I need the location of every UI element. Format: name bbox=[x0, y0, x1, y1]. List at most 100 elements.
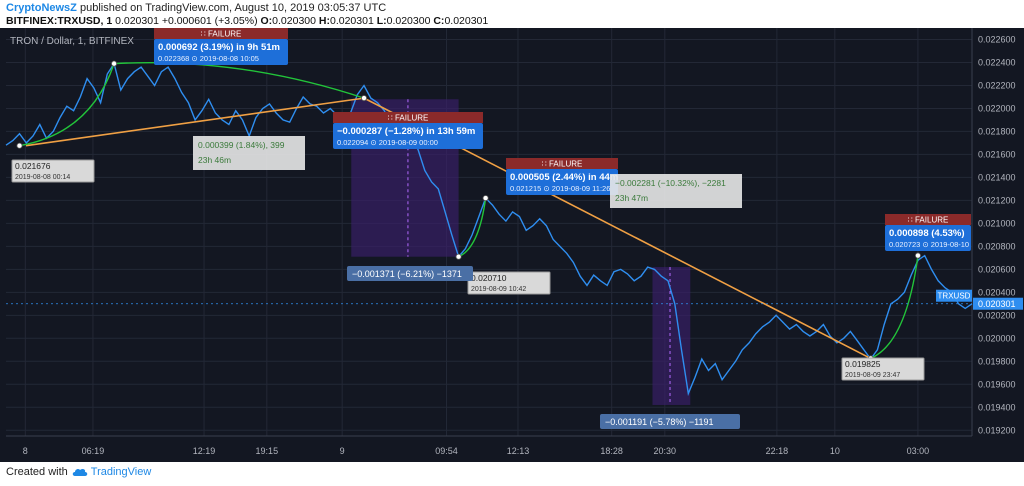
chart-background bbox=[0, 28, 1024, 462]
open-label: O: bbox=[260, 15, 273, 27]
stat-callout-line1: 0.000692 (3.19%) in 9h 51m bbox=[158, 42, 280, 53]
x-tick-label: 10 bbox=[830, 446, 840, 456]
measure-line2: 23h 46m bbox=[198, 155, 231, 165]
price-chart[interactable]: 0.022600 0.022400 0.022200 0.022000 0.021800… bbox=[0, 28, 1024, 462]
failure-badge bbox=[154, 28, 288, 39]
publish-header: CryptoNewsZ published on TradingView.com… bbox=[6, 2, 386, 14]
point-label-box bbox=[467, 271, 551, 295]
stat-callout-line1: 0.000898 (4.53%) bbox=[889, 228, 965, 239]
high-value: 0.020301 bbox=[329, 15, 374, 27]
chart-title: TRON / Dollar, 1, BITFINEX bbox=[10, 36, 134, 47]
ohlc-header: BITFINEX:TRXUSD, 1 0.020301 +0.000601 (+… bbox=[6, 15, 488, 27]
y-tick-label: 0.021000 bbox=[978, 218, 1016, 228]
measure-line1: −0.002281 (−10.32%), −2281 bbox=[615, 178, 726, 188]
x-tick-label: 03:00 bbox=[907, 446, 930, 456]
symbol-label: BITFINEX:TRXUSD, 1 bbox=[6, 15, 113, 27]
chart-area[interactable]: 0.022600 0.022400 0.022200 0.022000 0.021800… bbox=[0, 28, 1024, 462]
last-price-value: 0.020301 bbox=[978, 299, 1016, 309]
y-tick-label: 0.019600 bbox=[978, 379, 1016, 389]
point-label-box bbox=[841, 357, 925, 381]
y-tick-label: 0.020000 bbox=[978, 333, 1016, 343]
stat-callout-box bbox=[885, 225, 971, 251]
measure-box bbox=[193, 136, 305, 170]
change-value: +0.000601 (+3.05%) bbox=[161, 15, 258, 27]
pivot-marker bbox=[111, 60, 118, 67]
low-label: L: bbox=[376, 15, 387, 27]
y-tick-label: 0.020400 bbox=[978, 287, 1016, 297]
x-tick-label: 22:18 bbox=[766, 446, 789, 456]
x-tick-label: 9 bbox=[340, 446, 345, 456]
stat-callout-line1: 0.000505 (2.44%) in 44m bbox=[510, 172, 618, 183]
failure-badge bbox=[885, 214, 971, 225]
point-label-time: 2019-08-09 10:42 bbox=[471, 286, 526, 293]
failure-badge bbox=[333, 112, 483, 123]
last-price-tag bbox=[973, 297, 1023, 310]
x-tick-label: 20:30 bbox=[654, 446, 677, 456]
failure-badge-label: ∷ FAILURE bbox=[201, 30, 242, 39]
close-label: C: bbox=[433, 15, 445, 27]
range-label-box bbox=[347, 266, 473, 281]
stat-callout-line1: −0.000287 (−1.28%) in 13h 59m bbox=[337, 126, 475, 137]
x-tick-label: 19:15 bbox=[256, 446, 279, 456]
brand-name[interactable]: CryptoNewsZ bbox=[6, 2, 77, 14]
y-tick-label: 0.021600 bbox=[978, 149, 1016, 159]
y-tick-label: 0.020600 bbox=[978, 264, 1016, 274]
stat-callout-line2: 0.020723 ⊙ 2019-08-10 bbox=[889, 240, 969, 249]
tradingview-brand[interactable]: TradingView bbox=[90, 466, 152, 478]
price-line bbox=[5, 61, 973, 397]
measure-line1: 0.000399 (1.84%), 399 bbox=[198, 140, 285, 150]
close-value: 0.020301 bbox=[444, 15, 489, 27]
gain-arc-3 bbox=[458, 198, 487, 258]
y-tick-label: 0.019200 bbox=[978, 425, 1016, 435]
failure-badge bbox=[506, 158, 618, 169]
pivot-marker bbox=[361, 95, 368, 102]
y-tick-label: 0.022000 bbox=[978, 103, 1016, 113]
range-label: −0.001371 (−6.21%) −1371 bbox=[352, 269, 462, 279]
point-label-value: 0.019825 bbox=[845, 359, 881, 369]
stat-callout-line2: 0.022368 ⊙ 2019-08-08 10:05 bbox=[158, 54, 259, 63]
pivot-marker bbox=[455, 253, 462, 260]
y-tick-label: 0.019400 bbox=[978, 402, 1016, 412]
x-tick-label: 09:54 bbox=[435, 446, 458, 456]
gain-arc-4 bbox=[870, 255, 919, 360]
pivot-marker bbox=[16, 142, 23, 149]
measure-line2: 23h 47m bbox=[615, 193, 648, 203]
stat-callout-line2: 0.021215 ⊙ 2019-08-09 11:26 bbox=[510, 184, 610, 193]
open-value: 0.020300 bbox=[272, 15, 316, 27]
stat-callout-line2: 0.022094 ⊙ 2019-08-09 00:00 bbox=[337, 138, 438, 147]
x-tick-label: 12:13 bbox=[507, 446, 530, 456]
point-label-time: 2019-08-09 23:47 bbox=[845, 372, 900, 379]
point-label-box bbox=[11, 159, 95, 183]
stat-callout-box bbox=[333, 123, 483, 149]
low-value: 0.020300 bbox=[386, 15, 431, 27]
last-value: 0.020301 bbox=[115, 15, 159, 27]
x-tick-label: 18:28 bbox=[600, 446, 623, 456]
x-tick-label: 06:19 bbox=[82, 446, 105, 456]
stat-callout-box bbox=[154, 39, 288, 65]
symbol-tag-label: TRXUSD bbox=[938, 292, 971, 301]
y-tick-label: 0.021200 bbox=[978, 195, 1016, 205]
y-tick-label: 0.019800 bbox=[978, 356, 1016, 366]
tradingview-logo[interactable]: TradingView bbox=[71, 466, 152, 478]
y-tick-label: 0.020800 bbox=[978, 241, 1016, 251]
gain-arc-1 bbox=[19, 63, 115, 147]
y-tick-label: 0.021800 bbox=[978, 126, 1016, 136]
gain-arc-2 bbox=[114, 61, 365, 99]
cloud-icon bbox=[72, 468, 88, 476]
failure-badge-label: ∷ FAILURE bbox=[542, 160, 583, 169]
x-tick-label: 12:19 bbox=[193, 446, 216, 456]
stat-callout-box bbox=[506, 169, 618, 195]
high-label: H: bbox=[318, 15, 330, 27]
footer: Created with TradingView bbox=[6, 466, 151, 478]
y-tick-label: 0.021400 bbox=[978, 172, 1016, 182]
measure-box bbox=[610, 174, 742, 208]
point-label-value: 0.020710 bbox=[471, 273, 507, 283]
publish-info: published on TradingView.com, August 10,… bbox=[79, 2, 387, 14]
failure-badge-label: ∷ FAILURE bbox=[908, 216, 949, 225]
symbol-tag bbox=[936, 289, 972, 302]
point-label-value: 0.021676 bbox=[15, 161, 51, 171]
pivot-marker bbox=[482, 195, 489, 202]
created-with-label: Created with bbox=[6, 466, 68, 478]
drop-range-2 bbox=[652, 267, 691, 405]
point-label-time: 2019-08-08 00:14 bbox=[15, 174, 70, 181]
